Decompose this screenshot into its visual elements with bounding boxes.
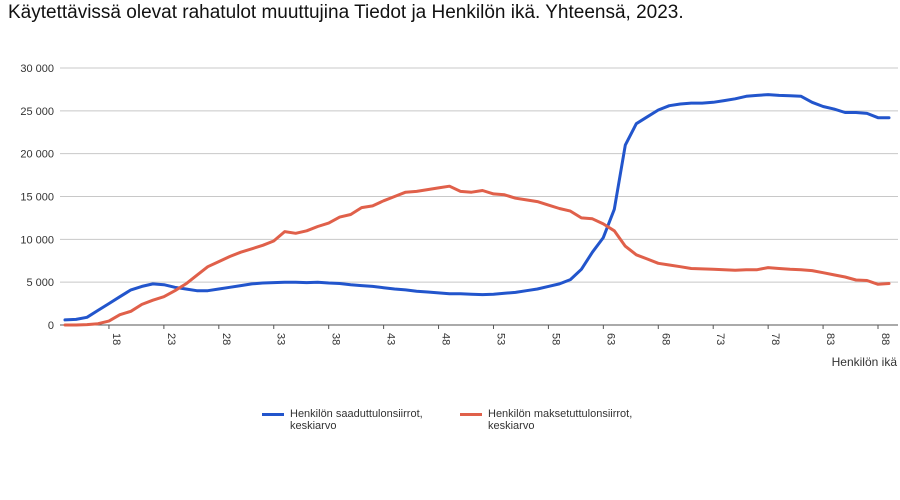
- x-tick-label: 33: [275, 333, 287, 345]
- x-tick-label: 58: [549, 333, 561, 345]
- chart-title: Käytettävissä olevat rahatulot muuttujin…: [8, 2, 684, 23]
- line-chart: 0 5 000 10 000 15 000 20 000 25 000 30 000 18 23…: [20, 63, 898, 369]
- y-tick-label: 25 000: [20, 106, 54, 118]
- y-tick-label: 30 000: [20, 63, 54, 75]
- x-tick-label: 83: [824, 333, 836, 345]
- x-tick-label: 88: [879, 333, 891, 345]
- x-tick-label: 78: [769, 333, 781, 345]
- x-tick-label: 38: [330, 333, 342, 345]
- x-tick-label: 53: [494, 333, 506, 345]
- y-tick-label: 20 000: [20, 149, 54, 161]
- legend-item-received: Henkilön saaduttulonsiirrot, keskiarvo: [262, 408, 440, 432]
- x-tick-label: 23: [165, 333, 177, 345]
- legend-item-paid: Henkilön maksetuttulonsiirrot, keskiarvo: [460, 408, 638, 432]
- y-tick-label: 10 000: [20, 234, 54, 246]
- x-tick-label: 48: [440, 333, 452, 345]
- legend-label-paid: Henkilön maksetuttulonsiirrot, keskiarvo: [488, 408, 633, 432]
- legend-swatch-received: [262, 413, 284, 416]
- x-tick-label: 43: [385, 333, 397, 345]
- y-tick-label: 0: [48, 320, 54, 332]
- legend: Henkilön saaduttulonsiirrot, keskiarvo H…: [0, 408, 900, 432]
- x-tick-label: 18: [110, 333, 122, 345]
- x-tick-label: 68: [659, 333, 671, 345]
- y-tick-label: 15 000: [20, 192, 54, 204]
- legend-swatch-paid: [460, 413, 482, 416]
- x-axis-label: Henkilön ikä: [832, 355, 898, 369]
- x-tick-label: 73: [714, 333, 726, 345]
- series-line-paid: [63, 184, 891, 327]
- series-line-received: [63, 93, 891, 322]
- y-tick-label: 5 000: [26, 277, 54, 289]
- x-tick-label: 28: [220, 333, 232, 345]
- x-tick-label: 63: [604, 333, 616, 345]
- legend-label-received: Henkilön saaduttulonsiirrot, keskiarvo: [290, 408, 423, 432]
